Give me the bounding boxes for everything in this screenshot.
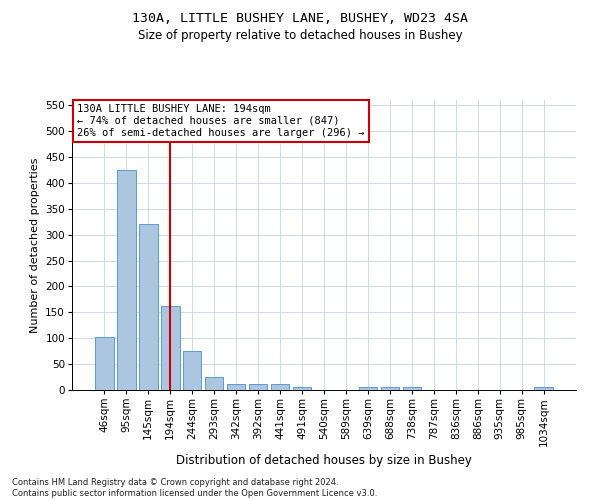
Text: Size of property relative to detached houses in Bushey: Size of property relative to detached ho… bbox=[137, 29, 463, 42]
Text: 130A, LITTLE BUSHEY LANE, BUSHEY, WD23 4SA: 130A, LITTLE BUSHEY LANE, BUSHEY, WD23 4… bbox=[132, 12, 468, 26]
Bar bbox=[139, 224, 158, 390]
Bar bbox=[380, 388, 399, 390]
Bar bbox=[249, 384, 268, 390]
Bar bbox=[403, 388, 421, 390]
Bar bbox=[293, 388, 311, 390]
Bar bbox=[359, 388, 377, 390]
Y-axis label: Number of detached properties: Number of detached properties bbox=[30, 158, 40, 332]
X-axis label: Distribution of detached houses by size in Bushey: Distribution of detached houses by size … bbox=[176, 454, 472, 467]
Text: 130A LITTLE BUSHEY LANE: 194sqm
← 74% of detached houses are smaller (847)
26% o: 130A LITTLE BUSHEY LANE: 194sqm ← 74% of… bbox=[77, 104, 365, 138]
Text: Contains HM Land Registry data © Crown copyright and database right 2024.
Contai: Contains HM Land Registry data © Crown c… bbox=[12, 478, 377, 498]
Bar bbox=[205, 377, 223, 390]
Bar bbox=[95, 336, 113, 390]
Bar bbox=[271, 384, 289, 390]
Bar bbox=[161, 306, 179, 390]
Bar bbox=[183, 351, 202, 390]
Bar bbox=[227, 384, 245, 390]
Bar bbox=[535, 388, 553, 390]
Bar bbox=[117, 170, 136, 390]
